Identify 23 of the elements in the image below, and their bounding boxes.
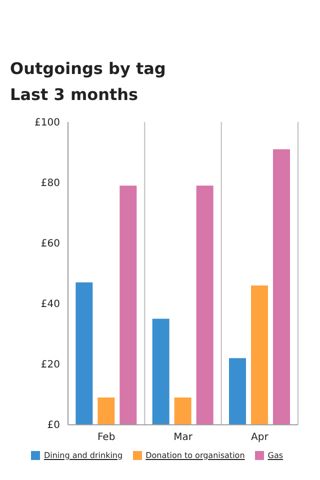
y-tick-label: £40 [40, 299, 60, 310]
bar [229, 358, 246, 425]
bar [152, 318, 170, 425]
legend-label: Gas [268, 450, 284, 460]
bar [174, 397, 192, 425]
y-tick-label: £0 [47, 420, 60, 432]
legend-label: Donation to organisation [146, 450, 245, 460]
x-tick-label: Apr [251, 432, 270, 443]
legend-label: Dining and drinking [44, 450, 123, 460]
bar [98, 397, 115, 425]
bar [273, 149, 290, 425]
x-tick-label: Mar [174, 432, 194, 443]
bar [196, 186, 214, 425]
chart-title: Outgoings by tag [10, 58, 167, 80]
chart-subtitle: Last 3 months [10, 84, 140, 106]
y-tick-label: £80 [40, 178, 60, 190]
x-tick-label: Feb [97, 432, 116, 443]
bar [76, 282, 93, 425]
y-tick-label: £100 [34, 118, 60, 129]
bar [120, 186, 137, 425]
bar [251, 285, 268, 425]
y-tick-label: £20 [40, 360, 60, 371]
y-tick-label: £60 [40, 238, 60, 250]
